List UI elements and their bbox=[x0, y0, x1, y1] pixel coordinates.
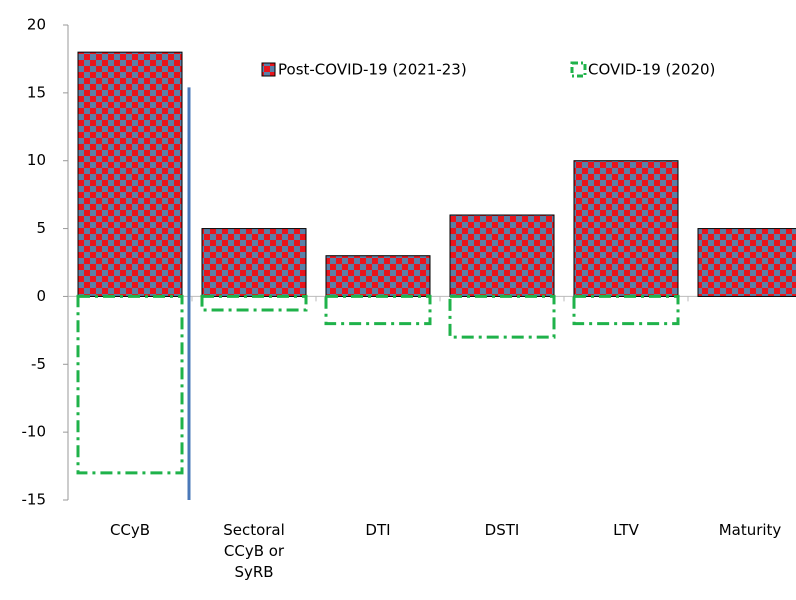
x-tick-label: Maturity bbox=[718, 521, 782, 539]
y-tick-label: 0 bbox=[36, 287, 46, 305]
bar bbox=[325, 255, 431, 297]
bar bbox=[201, 228, 307, 297]
bar-outline bbox=[572, 294, 680, 326]
y-tick-label: 20 bbox=[27, 16, 46, 34]
bar-outline bbox=[200, 294, 308, 312]
legend-label: COVID-19 (2020) bbox=[588, 61, 715, 79]
bar-outline bbox=[324, 294, 432, 326]
y-tick-label: -10 bbox=[22, 423, 47, 441]
legend-label: Post-COVID-19 (2021-23) bbox=[278, 61, 467, 79]
bar-outline bbox=[76, 294, 184, 475]
bar bbox=[697, 228, 796, 297]
x-tick-label: CCyB bbox=[109, 521, 151, 539]
bar bbox=[77, 51, 183, 297]
x-tick-label: LTV bbox=[613, 521, 639, 539]
x-tick-label: Sectoral CCyB or SyRB bbox=[223, 521, 285, 581]
legend-swatch bbox=[261, 62, 276, 77]
y-tick-label: 15 bbox=[27, 83, 46, 101]
y-tick-label: -15 bbox=[22, 491, 47, 509]
x-tick-label: DSTI bbox=[484, 521, 520, 539]
bar-outline bbox=[448, 294, 556, 339]
legend-swatch bbox=[570, 61, 587, 78]
bar bbox=[573, 160, 679, 297]
y-tick-label: 5 bbox=[36, 219, 46, 237]
bar bbox=[449, 214, 555, 297]
x-tick-label: DTI bbox=[365, 521, 391, 539]
y-tick-label: 10 bbox=[27, 151, 46, 169]
y-tick-label: -5 bbox=[31, 355, 46, 373]
